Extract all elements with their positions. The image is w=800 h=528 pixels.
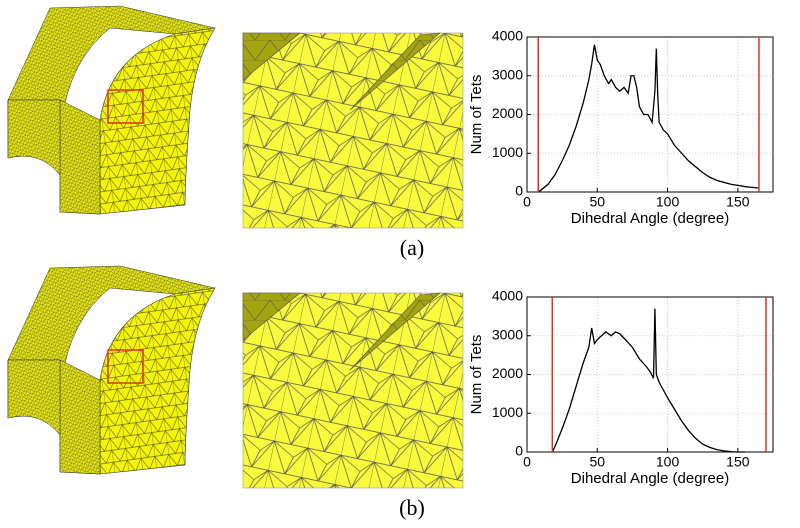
y-axis-label: Num of Tets (468, 335, 485, 415)
x-tick-label: 50 (589, 194, 605, 210)
zoom-view (242, 292, 464, 489)
y-tick-label: 1000 (492, 404, 523, 420)
y-tick-label: 2000 (492, 105, 523, 121)
caption: (b) (399, 495, 425, 520)
zoom-box (107, 89, 144, 124)
x-tick-label: 150 (726, 454, 750, 470)
mesh-row (7, 265, 464, 489)
zoom-wedge (242, 292, 301, 341)
y-tick-label: 2000 (492, 365, 523, 381)
histogram-line (537, 44, 760, 193)
part-left (7, 99, 61, 176)
plot-frame (526, 36, 774, 193)
x-tick-label: 150 (726, 194, 750, 210)
x-tick-label: 0 (523, 454, 531, 470)
zoom-view (242, 32, 464, 229)
y-tick-label: 1000 (492, 144, 523, 160)
part-left (7, 359, 61, 436)
y-tick-label: 0 (515, 443, 523, 459)
x-axis-label: Dihedral Angle (degree) (571, 210, 729, 227)
caption: (a) (400, 235, 424, 260)
x-tick-label: 100 (656, 194, 680, 210)
y-tick-label: 3000 (492, 326, 523, 342)
x-tick-label: 100 (656, 454, 680, 470)
y-tick-label: 4000 (492, 28, 523, 44)
zoom-wedge (349, 32, 441, 111)
histogram-line (551, 308, 745, 453)
x-axis-label: Dihedral Angle (degree) (571, 470, 729, 487)
mesh-row (7, 5, 464, 229)
y-tick-label: 0 (515, 183, 523, 199)
zoom-box (107, 349, 144, 384)
part-face (59, 99, 101, 215)
plot-frame (526, 296, 774, 453)
y-axis-label: Num of Tets (468, 75, 485, 155)
y-tick-label: 3000 (492, 66, 523, 82)
zoom-wedge (349, 292, 441, 371)
mesh-illustrations (7, 5, 464, 489)
x-tick-label: 0 (523, 194, 531, 210)
x-tick-label: 50 (589, 454, 605, 470)
part-face (59, 359, 101, 475)
y-tick-label: 4000 (492, 288, 523, 304)
zoom-wedge (242, 32, 301, 81)
